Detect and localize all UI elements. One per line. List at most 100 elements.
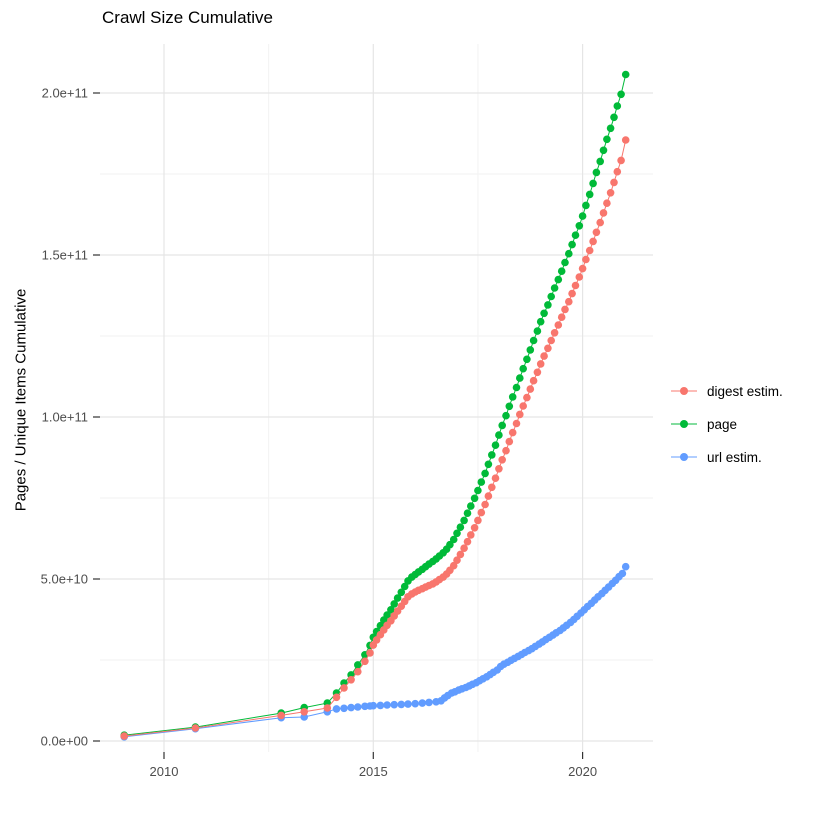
data-point [491,474,500,483]
data-point [568,289,576,298]
data-point [565,249,573,258]
data-point [512,383,521,392]
data-point [575,222,584,230]
data-point [578,264,587,273]
grid-major-lines [100,44,653,752]
data-point [425,698,433,707]
y-tick-label: 1.5e+11 [42,248,88,263]
data-point [529,376,538,385]
data-point [474,486,482,495]
data-point [547,336,555,345]
data-point [582,255,590,264]
data-point [498,456,507,464]
data-point [557,313,566,322]
data-point [613,167,622,176]
data-point [400,582,409,591]
legend-key-dot [680,387,688,395]
data-point [332,693,341,702]
data-point [481,469,489,478]
data-point [484,492,493,500]
data-point [571,231,580,239]
legend-key-icon [671,420,697,428]
data-point [589,179,597,188]
data-point [470,494,479,503]
legend-label: page [707,416,738,432]
data-point [610,178,618,187]
data-point [323,704,332,712]
data-point [369,701,378,710]
data-point [463,509,472,517]
data-point [502,411,510,420]
data-point [505,402,514,411]
data-point [393,594,402,602]
data-point [621,70,630,79]
data-point [449,561,458,570]
data-point [340,704,348,713]
data-point [453,529,461,538]
data-point [533,327,542,335]
data-point [477,508,486,517]
data-point [575,273,584,281]
data-point [347,703,355,712]
data-point [467,531,475,539]
data-point [536,317,545,326]
data-point [519,402,527,410]
data-point [621,562,630,571]
data-point [617,90,625,99]
data-point [529,336,538,345]
data-point [300,713,309,721]
data-point [467,502,475,510]
data-point [596,218,604,227]
y-tick-label: 0.0e+00 [41,734,88,749]
data-point [568,240,576,249]
data-point [383,701,391,709]
data-point [411,699,420,708]
data-point [404,700,412,708]
data-point [488,483,496,492]
data-point [508,428,517,437]
data-point [526,385,535,393]
data-point [505,437,514,446]
data-point [599,146,608,155]
data-point [354,667,362,676]
data-point [456,523,465,531]
data-point [376,701,385,710]
data-point [300,708,309,716]
data-point [481,500,489,509]
data-point [372,636,381,644]
data-point [498,421,507,430]
y-tick-label: 5.0e+10 [41,572,88,587]
data-point [474,516,482,525]
data-point [347,676,355,684]
data-point [547,292,555,301]
data-point [191,724,200,732]
y-tick-label: 2.0e+11 [42,86,88,101]
data-point [383,611,391,619]
axis-tick-labels: 2010 2015 2020 0.0e+00 5.0e+10 1.0e+11 1.5e+11… [41,86,597,780]
data-point [589,237,597,246]
data-point [456,550,465,559]
data-point [484,460,493,469]
data-point [463,537,472,546]
data-point [557,267,566,276]
data-point [561,258,569,267]
data-point [390,600,399,608]
data-point [470,524,479,532]
data-point [361,657,369,666]
data-point [613,102,622,110]
data-point [523,393,531,402]
data-point [596,157,604,166]
data-point [460,516,468,525]
data-point [536,360,545,368]
legend-key-icon [671,453,697,461]
data-point [491,441,500,450]
grid-minor-lines [100,44,653,752]
data-point [120,732,128,740]
data-point [550,329,559,337]
data-point [621,136,630,144]
x-tick-label: 2020 [568,764,597,779]
legend-label: digest estim. [707,383,783,399]
data-point [585,246,594,255]
data-point [578,212,587,220]
